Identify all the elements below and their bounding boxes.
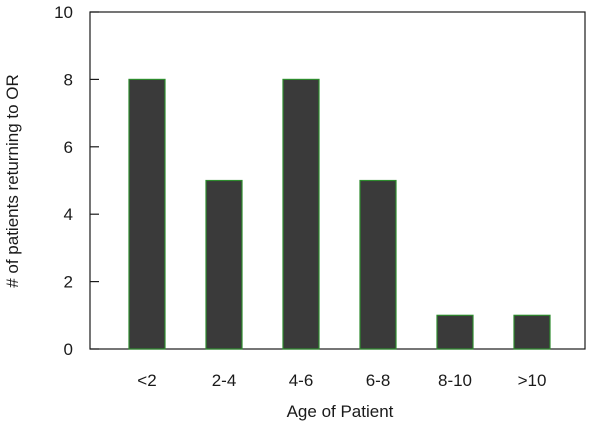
x-axis-ticks: <2 2-4 4-6 6-8 8-10 >10	[137, 371, 546, 390]
y-tick-label: 0	[64, 340, 73, 359]
x-tick-label: >10	[518, 371, 547, 390]
y-tick-label: 6	[64, 138, 73, 157]
y-tick-label: 10	[54, 3, 73, 22]
x-tick-label: 8-10	[438, 371, 472, 390]
bar	[282, 78, 320, 350]
bar	[513, 314, 551, 350]
bar-series	[128, 78, 551, 350]
y-axis-title: # of patients returning to OR	[3, 74, 22, 288]
x-tick-label: 2-4	[212, 371, 237, 390]
bar	[359, 179, 397, 350]
x-tick-label: <2	[137, 371, 156, 390]
y-tick-label: 2	[64, 273, 73, 292]
y-tick-label: 8	[64, 70, 73, 89]
bar	[205, 179, 243, 350]
plot-border	[89, 11, 586, 350]
x-tick-label: 4-6	[289, 371, 314, 390]
bar	[128, 78, 166, 350]
bar	[436, 314, 474, 350]
x-axis-title: Age of Patient	[287, 402, 394, 421]
y-tick-label: 4	[64, 205, 73, 224]
plot-frame	[89, 11, 586, 350]
y-axis-ticks: 0 2 4 6 8 10	[54, 3, 99, 359]
x-tick-label: 6-8	[366, 371, 391, 390]
